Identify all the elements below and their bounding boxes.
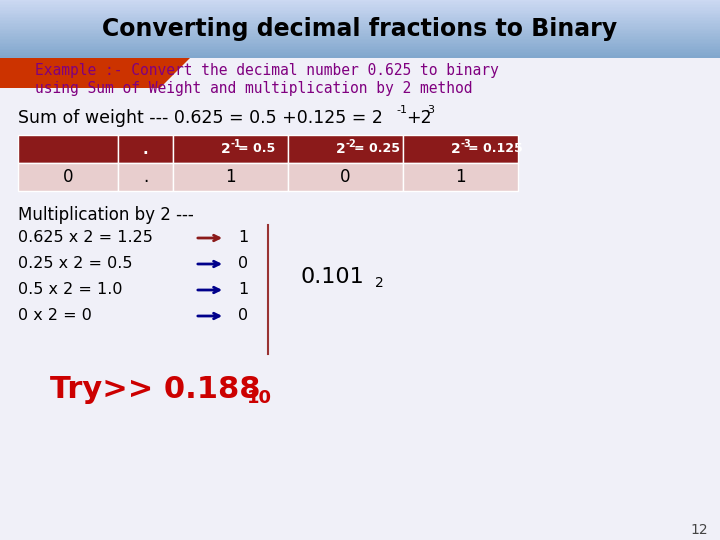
- Bar: [0, 53, 720, 55]
- Text: .: .: [143, 168, 148, 186]
- Bar: [0, 21, 720, 23]
- Bar: [0, 44, 720, 46]
- Text: 2: 2: [375, 276, 384, 290]
- Text: 0.101: 0.101: [300, 267, 364, 287]
- Bar: [0, 55, 720, 57]
- Bar: [288, 163, 403, 191]
- Bar: [0, 16, 720, 17]
- Bar: [0, 23, 720, 25]
- Bar: [0, 5, 720, 7]
- Text: = 0.5: = 0.5: [238, 143, 276, 156]
- Bar: [0, 12, 720, 15]
- Text: 1: 1: [455, 168, 466, 186]
- Text: Converting decimal fractions to Binary: Converting decimal fractions to Binary: [102, 17, 618, 41]
- Bar: [0, 36, 720, 38]
- Text: 2: 2: [336, 142, 346, 156]
- Bar: [0, 24, 720, 26]
- Text: 0 x 2 = 0: 0 x 2 = 0: [18, 308, 92, 323]
- Text: 0.625 x 2 = 1.25: 0.625 x 2 = 1.25: [18, 231, 153, 246]
- Text: = 0.25: = 0.25: [354, 143, 400, 156]
- Bar: [0, 52, 720, 53]
- Text: 0.25 x 2 = 0.5: 0.25 x 2 = 0.5: [18, 256, 132, 272]
- Bar: [0, 6, 720, 9]
- Text: -1: -1: [230, 139, 241, 149]
- Bar: [0, 27, 720, 29]
- Bar: [0, 50, 720, 52]
- Bar: [0, 0, 720, 2]
- Text: 10: 10: [247, 389, 272, 407]
- Text: Example :- Convert the decimal number 0.625 to binary: Example :- Convert the decimal number 0.…: [35, 63, 499, 78]
- Text: 0: 0: [238, 256, 248, 272]
- Bar: [0, 2, 720, 4]
- Text: -3: -3: [424, 105, 435, 115]
- Bar: [0, 14, 720, 16]
- Bar: [0, 46, 720, 48]
- Bar: [0, 10, 720, 11]
- Bar: [0, 48, 720, 49]
- Text: 12: 12: [690, 523, 708, 537]
- Bar: [0, 30, 720, 32]
- Polygon shape: [0, 58, 190, 88]
- Bar: [0, 40, 720, 42]
- Bar: [0, 33, 720, 35]
- Bar: [0, 20, 720, 22]
- Bar: [0, 37, 720, 39]
- Bar: [0, 4, 720, 6]
- Text: 1: 1: [238, 282, 248, 298]
- Bar: [0, 1, 720, 3]
- Text: 1: 1: [238, 231, 248, 246]
- Bar: [173, 135, 288, 163]
- Text: -3: -3: [461, 139, 472, 149]
- Bar: [118, 135, 173, 163]
- Bar: [0, 39, 720, 40]
- Text: 1: 1: [225, 168, 236, 186]
- Text: using Sum of Weight and multiplication by 2 method: using Sum of Weight and multiplication b…: [35, 80, 472, 96]
- Text: Sum of weight --- 0.625 = 0.5 +0.125 = 2: Sum of weight --- 0.625 = 0.5 +0.125 = 2: [18, 109, 383, 127]
- Bar: [118, 163, 173, 191]
- Bar: [0, 49, 720, 51]
- Text: 0: 0: [238, 308, 248, 323]
- Bar: [403, 135, 518, 163]
- Bar: [0, 56, 720, 58]
- Bar: [0, 29, 720, 30]
- Bar: [288, 135, 403, 163]
- Bar: [0, 11, 720, 13]
- Bar: [18, 163, 118, 191]
- Text: 2: 2: [451, 142, 461, 156]
- Text: -2: -2: [346, 139, 356, 149]
- Text: -1: -1: [396, 105, 407, 115]
- Text: .: .: [143, 141, 148, 157]
- Text: 0: 0: [341, 168, 351, 186]
- Bar: [403, 163, 518, 191]
- Bar: [18, 135, 118, 163]
- Text: Try>> 0.188: Try>> 0.188: [50, 375, 261, 404]
- Bar: [0, 43, 720, 45]
- Text: 2: 2: [221, 142, 230, 156]
- Bar: [0, 17, 720, 19]
- Bar: [0, 18, 720, 21]
- Bar: [0, 8, 720, 10]
- Text: 0.5 x 2 = 1.0: 0.5 x 2 = 1.0: [18, 282, 122, 298]
- Bar: [0, 42, 720, 44]
- Text: Multiplication by 2 ---: Multiplication by 2 ---: [18, 206, 194, 224]
- Bar: [173, 163, 288, 191]
- Text: +2: +2: [406, 109, 431, 127]
- Bar: [0, 35, 720, 36]
- Text: = 0.125: = 0.125: [469, 143, 523, 156]
- Bar: [0, 25, 720, 28]
- Text: 0: 0: [63, 168, 73, 186]
- Bar: [0, 31, 720, 33]
